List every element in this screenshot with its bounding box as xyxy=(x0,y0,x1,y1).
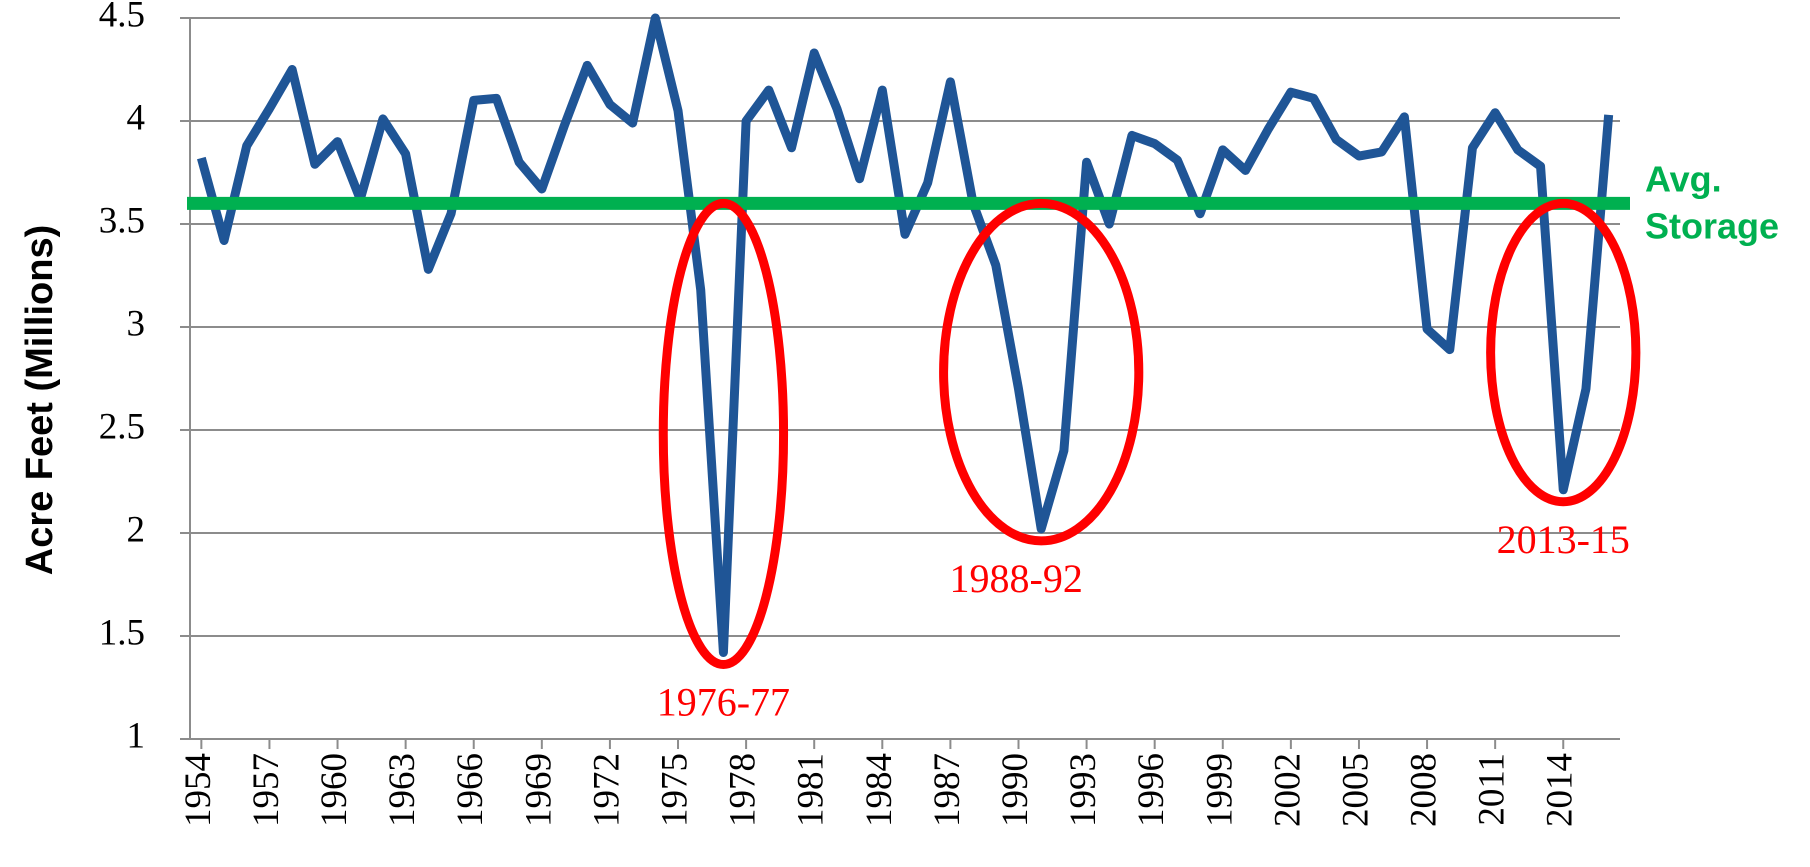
period-label: 1988-92 xyxy=(950,556,1083,601)
x-tick-label: 1969 xyxy=(518,753,559,827)
x-tick-label: 1990 xyxy=(995,753,1036,827)
y-tick-label: 3 xyxy=(127,303,146,344)
period-label: 1976-77 xyxy=(657,680,790,725)
x-tick-label: 2011 xyxy=(1472,753,1513,826)
average-label-line: Storage xyxy=(1645,205,1779,246)
average-label: Avg. Storage xyxy=(1645,158,1779,246)
y-axis-title: Acre Feet (Millions) xyxy=(19,225,61,576)
x-tick-label: 1987 xyxy=(927,753,968,827)
x-tick-label: 1957 xyxy=(246,753,287,827)
period-highlight xyxy=(939,198,1144,546)
x-tick-label: 1966 xyxy=(450,753,491,827)
x-tick-label: 1993 xyxy=(1063,753,1104,827)
x-tick-label: 2005 xyxy=(1335,753,1376,827)
y-tick-label: 1.5 xyxy=(99,612,145,653)
x-tick-label: 1954 xyxy=(178,753,219,827)
x-tick-label: 1999 xyxy=(1199,753,1240,827)
average-label-line: Avg. xyxy=(1645,158,1722,199)
x-tick-label: 1960 xyxy=(314,753,355,827)
x-tick-label: 2008 xyxy=(1404,753,1445,827)
x-tick-label: 2014 xyxy=(1540,753,1581,827)
period-highlight xyxy=(658,198,789,669)
y-tick-label: 4 xyxy=(127,97,146,138)
period-label: 2013-15 xyxy=(1497,517,1630,562)
x-tick-label: 2002 xyxy=(1267,753,1308,827)
x-tick-label: 1984 xyxy=(859,753,900,827)
y-tick-label: 1 xyxy=(127,715,146,756)
period-highlight xyxy=(1486,198,1641,507)
x-tick-label: 1975 xyxy=(655,753,696,827)
x-tick-label: 1972 xyxy=(586,753,627,827)
y-tick-label: 3.5 xyxy=(99,200,145,241)
y-tick-label: 2.5 xyxy=(99,406,145,447)
x-tick-label: 1996 xyxy=(1131,753,1172,827)
x-tick-label: 1978 xyxy=(723,753,764,827)
y-tick-label: 2 xyxy=(127,509,146,550)
y-tick-label: 4.5 xyxy=(99,0,145,35)
x-tick-label: 1981 xyxy=(791,753,832,827)
data-line xyxy=(197,13,1614,657)
x-tick-label: 1963 xyxy=(382,753,423,827)
